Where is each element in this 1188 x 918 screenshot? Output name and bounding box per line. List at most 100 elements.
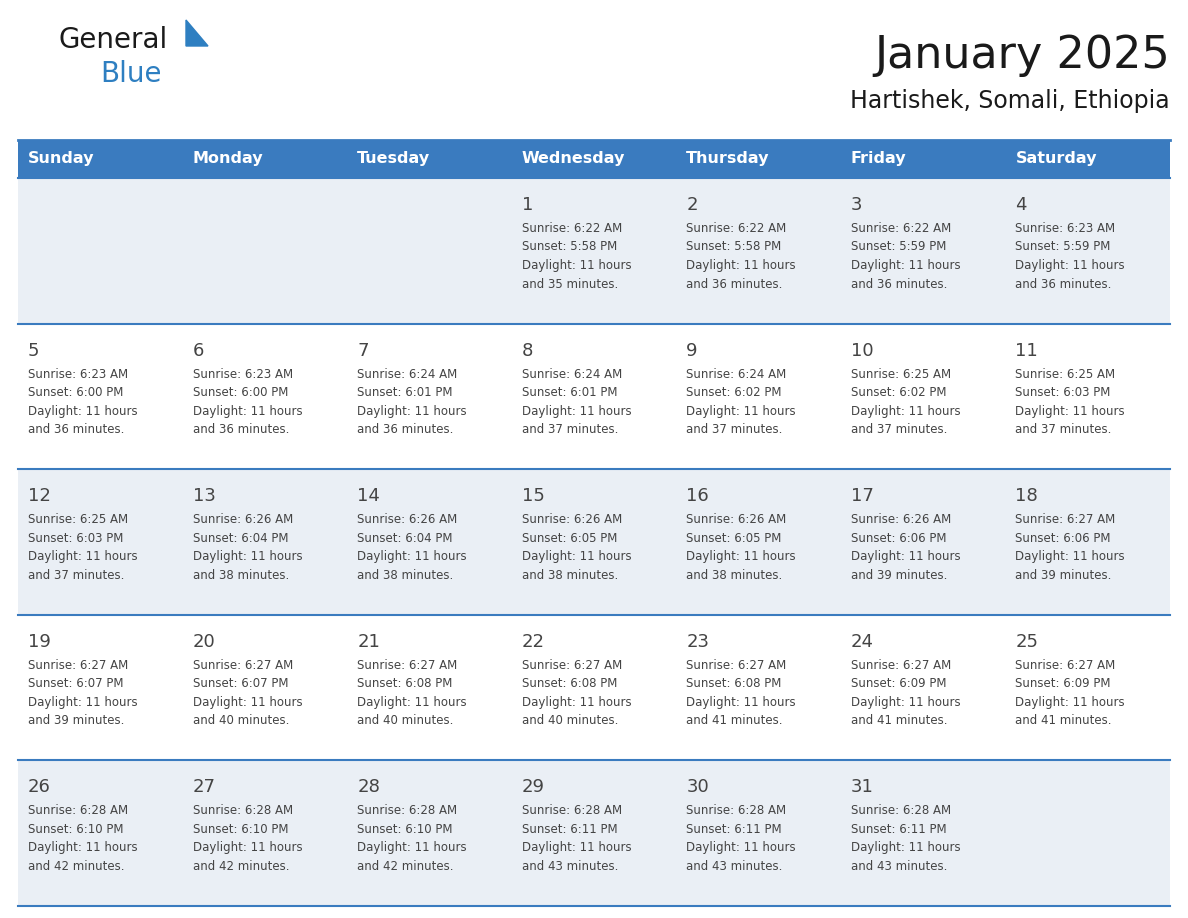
Text: Monday: Monday [192,151,264,166]
Text: Daylight: 11 hours: Daylight: 11 hours [851,550,960,564]
Text: Sunset: 6:11 PM: Sunset: 6:11 PM [522,823,618,836]
Text: 27: 27 [192,778,215,797]
Text: Sunrise: 6:26 AM: Sunrise: 6:26 AM [192,513,292,526]
Text: and 37 minutes.: and 37 minutes. [1016,423,1112,436]
Text: Sunrise: 6:28 AM: Sunrise: 6:28 AM [192,804,292,817]
Text: Daylight: 11 hours: Daylight: 11 hours [192,405,302,418]
Text: Sunrise: 6:27 AM: Sunrise: 6:27 AM [1016,659,1116,672]
Text: and 41 minutes.: and 41 minutes. [851,714,947,727]
Text: Tuesday: Tuesday [358,151,430,166]
Bar [347,760,512,906]
Text: Daylight: 11 hours: Daylight: 11 hours [29,842,138,855]
Bar [347,178,512,324]
Text: Daylight: 11 hours: Daylight: 11 hours [29,405,138,418]
Bar [183,178,347,324]
Text: Sunrise: 6:28 AM: Sunrise: 6:28 AM [851,804,950,817]
Text: Daylight: 11 hours: Daylight: 11 hours [192,696,302,709]
Text: 15: 15 [522,487,544,505]
Bar [347,469,512,615]
Bar [183,615,347,760]
Bar [676,615,841,760]
Text: and 43 minutes.: and 43 minutes. [687,860,783,873]
Text: Sunset: 6:10 PM: Sunset: 6:10 PM [192,823,287,836]
Text: Daylight: 11 hours: Daylight: 11 hours [358,405,467,418]
Bar [183,324,347,469]
Text: Sunset: 6:10 PM: Sunset: 6:10 PM [358,823,453,836]
Text: Daylight: 11 hours: Daylight: 11 hours [192,550,302,564]
Text: and 43 minutes.: and 43 minutes. [522,860,618,873]
Text: Daylight: 11 hours: Daylight: 11 hours [687,842,796,855]
Text: Sunset: 6:05 PM: Sunset: 6:05 PM [522,532,617,544]
Text: Sunset: 6:11 PM: Sunset: 6:11 PM [851,823,947,836]
Text: and 42 minutes.: and 42 minutes. [358,860,454,873]
Text: Daylight: 11 hours: Daylight: 11 hours [851,842,960,855]
Text: Sunset: 5:58 PM: Sunset: 5:58 PM [687,241,782,253]
Bar [347,615,512,760]
Text: Sunset: 6:09 PM: Sunset: 6:09 PM [1016,677,1111,690]
Text: 31: 31 [851,778,873,797]
Text: Sunset: 6:02 PM: Sunset: 6:02 PM [687,386,782,399]
Bar [1005,615,1170,760]
Text: Sunset: 6:03 PM: Sunset: 6:03 PM [1016,386,1111,399]
Text: 4: 4 [1016,196,1026,214]
Text: 13: 13 [192,487,215,505]
Text: Sunset: 6:06 PM: Sunset: 6:06 PM [851,532,947,544]
Text: General: General [58,26,168,54]
Text: Sunrise: 6:24 AM: Sunrise: 6:24 AM [358,367,457,381]
Text: Sunrise: 6:24 AM: Sunrise: 6:24 AM [687,367,786,381]
Text: Sunrise: 6:27 AM: Sunrise: 6:27 AM [1016,513,1116,526]
Text: 1: 1 [522,196,533,214]
Text: 28: 28 [358,778,380,797]
Text: 16: 16 [687,487,709,505]
Text: 20: 20 [192,633,215,651]
Text: Daylight: 11 hours: Daylight: 11 hours [687,259,796,272]
Text: Sunrise: 6:22 AM: Sunrise: 6:22 AM [687,222,786,235]
Text: Sunset: 6:04 PM: Sunset: 6:04 PM [358,532,453,544]
Text: Sunrise: 6:23 AM: Sunrise: 6:23 AM [1016,222,1116,235]
Text: 17: 17 [851,487,873,505]
Bar [676,324,841,469]
Text: 26: 26 [29,778,51,797]
Text: Daylight: 11 hours: Daylight: 11 hours [687,696,796,709]
Text: January 2025: January 2025 [874,34,1170,77]
Text: Sunset: 6:01 PM: Sunset: 6:01 PM [522,386,618,399]
Text: and 38 minutes.: and 38 minutes. [358,568,454,582]
Text: Wednesday: Wednesday [522,151,625,166]
Text: and 40 minutes.: and 40 minutes. [522,714,618,727]
Text: and 36 minutes.: and 36 minutes. [192,423,289,436]
Text: Daylight: 11 hours: Daylight: 11 hours [1016,405,1125,418]
Text: Daylight: 11 hours: Daylight: 11 hours [358,696,467,709]
Text: and 37 minutes.: and 37 minutes. [851,423,947,436]
Text: Daylight: 11 hours: Daylight: 11 hours [522,696,631,709]
Text: Sunset: 5:59 PM: Sunset: 5:59 PM [1016,241,1111,253]
Text: Sunrise: 6:28 AM: Sunrise: 6:28 AM [522,804,621,817]
Text: and 40 minutes.: and 40 minutes. [358,714,454,727]
Bar [183,469,347,615]
Text: 24: 24 [851,633,874,651]
Text: Sunrise: 6:27 AM: Sunrise: 6:27 AM [687,659,786,672]
Bar [18,760,183,906]
Text: and 37 minutes.: and 37 minutes. [522,423,618,436]
Text: Daylight: 11 hours: Daylight: 11 hours [522,842,631,855]
Text: 14: 14 [358,487,380,505]
Text: Sunrise: 6:27 AM: Sunrise: 6:27 AM [851,659,952,672]
Bar [1005,469,1170,615]
Text: 9: 9 [687,341,697,360]
Text: Sunrise: 6:28 AM: Sunrise: 6:28 AM [687,804,786,817]
Text: Sunset: 6:10 PM: Sunset: 6:10 PM [29,823,124,836]
Text: Sunrise: 6:22 AM: Sunrise: 6:22 AM [522,222,623,235]
Bar [183,760,347,906]
Text: and 38 minutes.: and 38 minutes. [192,568,289,582]
Bar [841,178,1005,324]
Text: and 36 minutes.: and 36 minutes. [29,423,125,436]
Text: Sunrise: 6:24 AM: Sunrise: 6:24 AM [522,367,623,381]
Text: 22: 22 [522,633,545,651]
Text: Blue: Blue [100,60,162,88]
Text: Sunset: 6:05 PM: Sunset: 6:05 PM [687,532,782,544]
Text: and 39 minutes.: and 39 minutes. [1016,568,1112,582]
Text: Sunrise: 6:23 AM: Sunrise: 6:23 AM [192,367,292,381]
Text: Sunrise: 6:23 AM: Sunrise: 6:23 AM [29,367,128,381]
Text: and 35 minutes.: and 35 minutes. [522,277,618,290]
Text: 8: 8 [522,341,533,360]
Text: Sunrise: 6:27 AM: Sunrise: 6:27 AM [522,659,623,672]
